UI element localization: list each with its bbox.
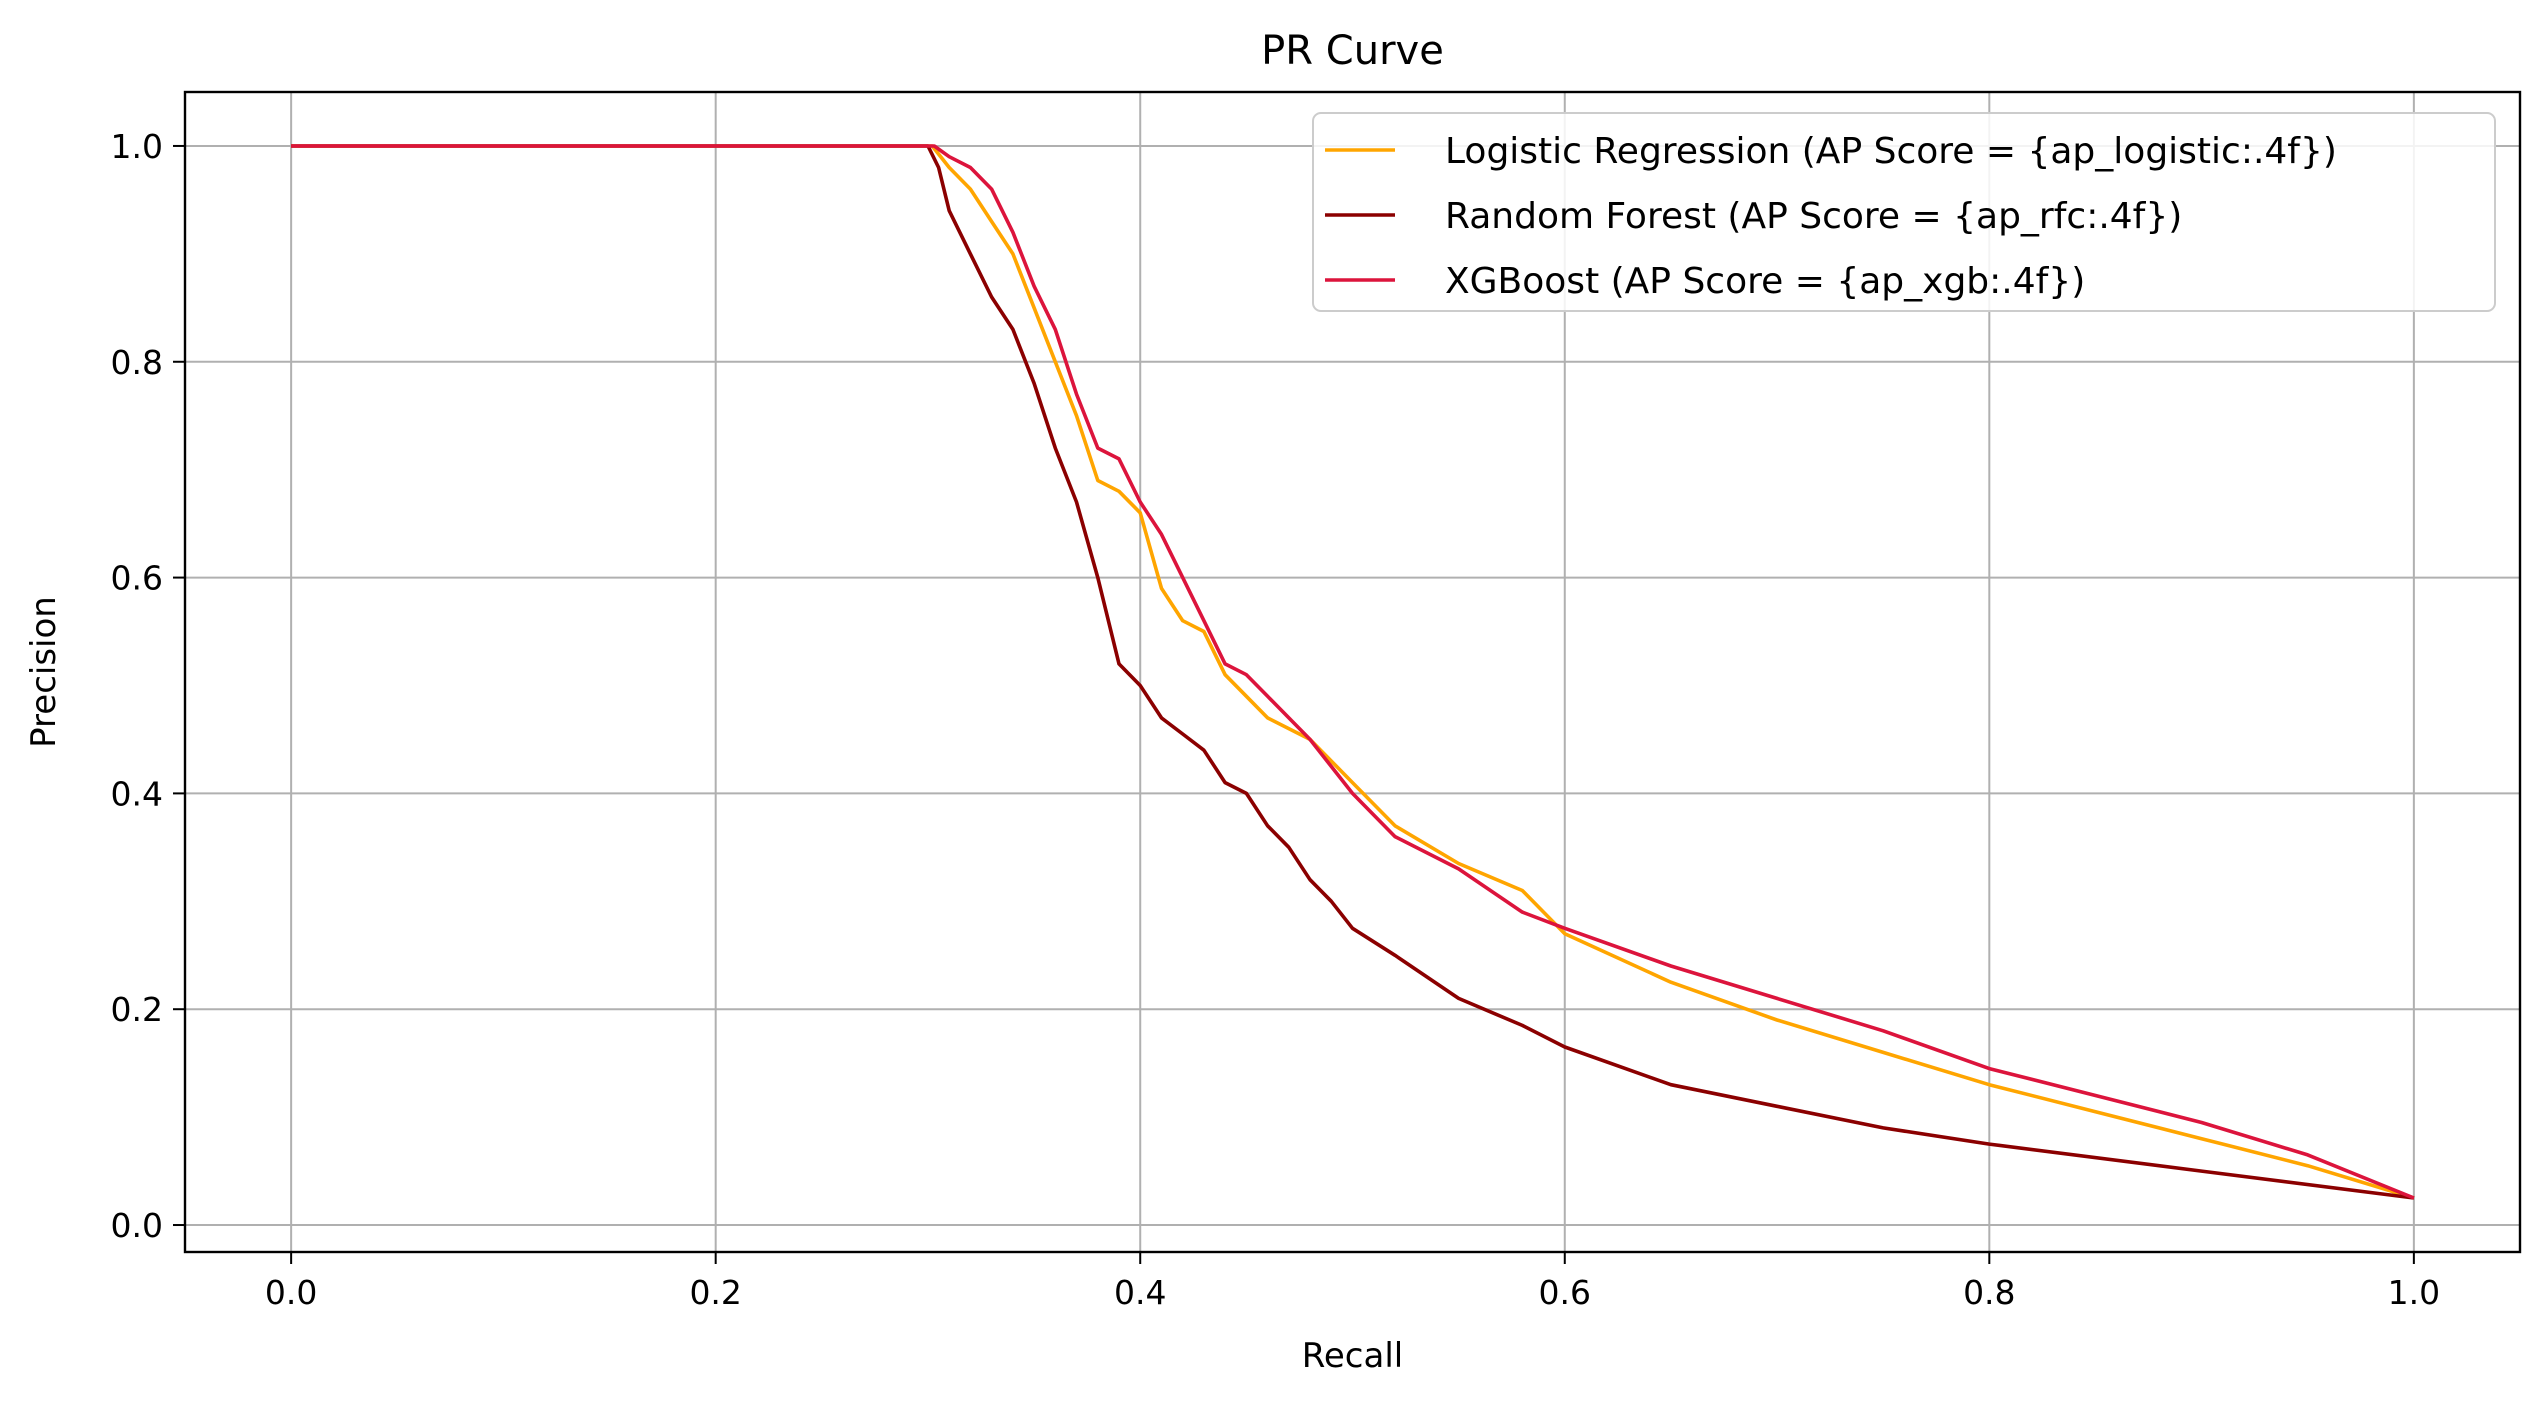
legend-box — [1312, 112, 2496, 312]
grid — [185, 92, 2520, 1252]
x-tick-label: 0.8 — [1963, 1273, 2015, 1312]
series-line — [291, 144, 2415, 1200]
legend-entry: Random Forest (AP Score = {ap_rfc:.4f}) — [1445, 196, 2182, 237]
legend-entry: Logistic Regression (AP Score = {ap_logi… — [1445, 131, 2337, 172]
series-line — [291, 144, 2415, 1200]
legend-entry: XGBoost (AP Score = {ap_xgb:.4f}) — [1445, 261, 2085, 302]
plot-frame — [183, 90, 2522, 1254]
legend: Logistic Regression (AP Score = {ap_logi… — [1312, 112, 2496, 312]
x-tick-label: 1.0 — [2388, 1273, 2440, 1312]
y-tick-label: 0.2 — [111, 990, 163, 1029]
y-tick-label: 0.4 — [111, 774, 163, 813]
x-axis-label: Recall — [1302, 1336, 1403, 1376]
x-tick-label: 0.2 — [689, 1273, 741, 1312]
chart-title: PR Curve — [1261, 28, 1444, 74]
y-tick-label: 0.6 — [111, 559, 163, 598]
x-tick-label: 0.0 — [265, 1273, 317, 1312]
x-tick-label: 0.6 — [1539, 1273, 1591, 1312]
y-tick-label: 1.0 — [111, 127, 163, 166]
series-lines — [291, 144, 2415, 1200]
x-tick-label: 0.4 — [1114, 1273, 1166, 1312]
y-tick-label: 0.0 — [111, 1206, 163, 1245]
ticks: 0.0 0.2 0.4 0.6 0.8 1.0 0.0 0.2 0.4 0.6 0.8 1.0 — [111, 127, 2441, 1312]
y-axis-label: Precision — [24, 596, 64, 748]
y-tick-label: 0.8 — [111, 343, 163, 382]
series-line — [291, 144, 2415, 1200]
